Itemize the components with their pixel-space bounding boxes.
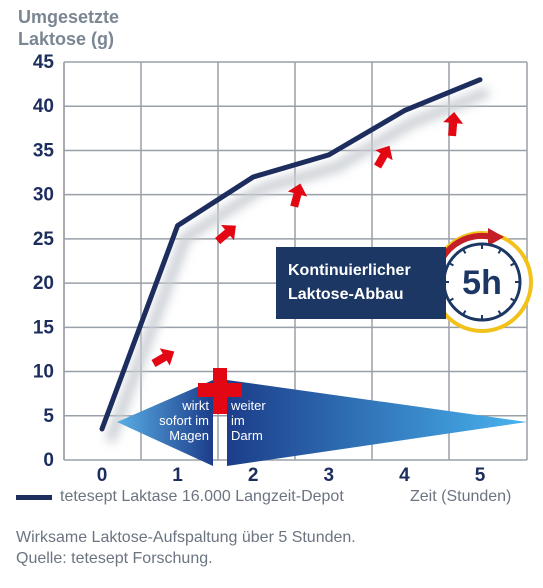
footer-line-1: Wirksame Laktose-Aufspaltung über 5 Stun… [16,529,356,546]
y-tick-label: 45 [33,52,55,73]
legend-label: tetesept Laktase 16.000 Langzeit-Depot [60,488,344,505]
y-tick-label: 0 [43,450,54,471]
clock-tick [497,249,502,254]
red-arrow-shape [287,183,308,208]
y-tick-label: 30 [33,185,54,206]
intestine-label: weiter im Darm [231,398,266,443]
x-tick-label: 3 [324,465,335,486]
intestine-label-line-3: Darm [231,428,263,443]
y-tick-label: 40 [33,96,54,117]
clock-tick [510,297,515,302]
stomach-label-line-1: wirkt [182,398,209,413]
footer-note: Wirksame Laktose-Aufspaltung über 5 Stun… [16,527,356,569]
footer-line-2: Quelle: tetesept Forschung. [16,550,213,567]
clock-tick [449,297,454,302]
intestine-label-line-2: im [231,413,245,428]
stomach-label-line-3: Magen [169,428,209,443]
promo-line-1: Kontinuierlicher [288,262,411,279]
x-tick-label: 4 [399,465,410,486]
clock-label: 5h [462,264,502,302]
stomach-arrow [117,380,213,466]
y-tick-label: 10 [33,362,54,383]
promo-line-2: Laktose-Abbau [288,286,404,303]
red-arrow-shape [443,112,464,137]
x-tick-label: 1 [172,465,183,486]
intestine-label-line-1: weiter [231,398,266,413]
x-tick-label: 0 [97,465,108,486]
clock-tick [449,262,454,267]
red-arrow-icon [287,183,308,208]
y-axis-label: Umgesetzte Laktose (g) [18,6,119,50]
legend-swatch [16,495,52,500]
y-tick-label: 20 [33,273,54,294]
clock-tick [497,310,502,315]
intestine-arrow [227,380,527,466]
y-tick-label: 35 [33,140,55,161]
red-cross-horizontal [198,383,242,397]
x-tick-label: 2 [248,465,259,486]
stomach-label: wirkt sofort im Magen [152,398,209,443]
red-arrow-icon [443,112,464,137]
clock-tick [510,262,515,267]
y-tick-label: 5 [43,406,54,427]
y-axis-label-line-2: Laktose (g) [18,29,115,49]
promo-box: Kontinuierlicher Laktose-Abbau [276,247,446,319]
stomach-label-line-2: sofort im [159,413,209,428]
red-arrow-icon [215,225,236,245]
clock-tick [462,310,467,315]
y-axis-label-line-1: Umgesetzte [18,7,120,27]
red-arrow-shape [215,225,236,245]
red-arrow-shape [374,145,393,169]
y-tick-label: 15 [33,317,55,338]
y-tick-label: 25 [33,229,55,250]
x-axis-label: Zeit (Stunden) [410,488,512,505]
clock-arrow-icon [488,228,504,246]
series-line-shadow [105,87,490,443]
x-tick-label: 5 [475,465,486,486]
series-line [99,77,483,432]
red-arrow-icon [151,348,175,367]
red-arrow-shape [151,348,175,367]
red-arrow-icon [374,145,393,169]
clock-tick [462,249,467,254]
